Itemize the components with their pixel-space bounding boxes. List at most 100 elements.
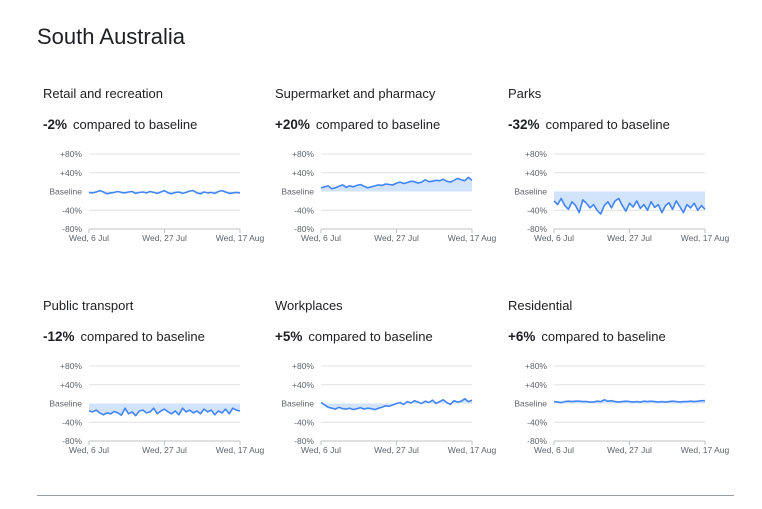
category-panel: Workplaces +5% compared to baseline +80% +40… [269, 298, 501, 488]
data-point [610, 399, 613, 402]
data-point [671, 400, 674, 403]
data-point [614, 199, 617, 202]
data-point [131, 190, 134, 193]
y-tick-label: -40% [62, 205, 82, 215]
data-point [470, 399, 473, 402]
data-point [188, 189, 191, 192]
data-point [152, 407, 155, 410]
page-title: South Australia [37, 24, 185, 49]
data-point [213, 192, 216, 195]
category-panel: Supermarket and pharmacy +20% compared to … [269, 86, 501, 276]
data-point [606, 200, 609, 203]
data-point [199, 192, 202, 195]
data-point [592, 400, 595, 403]
data-point [192, 189, 195, 192]
y-tick-label: -40% [527, 417, 547, 427]
data-point [202, 408, 205, 411]
series-line [88, 189, 241, 195]
data-point [574, 204, 577, 207]
data-point [406, 181, 409, 184]
data-point [391, 183, 394, 186]
change-caption: compared to baseline [541, 329, 666, 344]
x-tick-label: Wed, 17 Aug [448, 233, 497, 243]
data-point [184, 191, 187, 194]
x-tick-label: Wed, 27 Jul [142, 445, 187, 455]
data-point [402, 403, 405, 406]
data-point [373, 184, 376, 187]
y-tick-label: -80% [62, 224, 82, 234]
data-point [170, 192, 173, 195]
data-point [174, 191, 177, 194]
data-point [224, 408, 227, 411]
data-point [614, 400, 617, 403]
data-point [145, 191, 148, 194]
change-summary: -32% compared to baseline [508, 117, 670, 132]
data-point [445, 401, 448, 404]
data-point [682, 400, 685, 403]
y-tick-label: +80% [525, 361, 547, 371]
data-point [355, 184, 358, 187]
series-line [88, 407, 241, 417]
y-tick-label: +40% [292, 380, 314, 390]
data-point [628, 202, 631, 205]
data-point [95, 190, 98, 193]
data-point [646, 400, 649, 403]
x-tick-label: Wed, 27 Jul [374, 445, 419, 455]
data-point [355, 407, 358, 410]
data-point [678, 400, 681, 403]
data-point [657, 203, 660, 206]
data-point [434, 179, 437, 182]
data-point [653, 206, 656, 209]
category-title: Residential [508, 298, 573, 313]
data-point [667, 201, 670, 204]
y-tick-label: Baseline [49, 399, 82, 409]
data-point [352, 185, 355, 188]
data-point [424, 400, 427, 403]
data-point [156, 192, 159, 195]
change-value: +5% [275, 329, 303, 344]
data-point [420, 181, 423, 184]
y-tick-label: -80% [527, 224, 547, 234]
data-point [370, 185, 373, 188]
data-point [220, 411, 223, 414]
data-point [624, 400, 627, 403]
y-tick-label: -40% [294, 417, 314, 427]
data-point [370, 407, 373, 410]
category-panel: Retail and recreation -2% compared to base… [37, 86, 269, 276]
x-tick-label: Wed, 6 Jul [301, 233, 341, 243]
data-point [217, 409, 220, 412]
mobility-chart: +80% +40% Baseline -40% -80%Wed, 6 Jul Wed, 2… [49, 361, 264, 455]
data-point [181, 192, 184, 195]
change-caption: compared to baseline [80, 329, 205, 344]
bottom-divider [37, 495, 734, 496]
data-point [703, 208, 706, 211]
data-point [585, 400, 588, 403]
data-point [384, 404, 387, 407]
data-point [330, 187, 333, 190]
data-point [159, 409, 162, 412]
data-point [667, 400, 670, 403]
data-point [416, 400, 419, 403]
change-summary: +6% compared to baseline [508, 329, 666, 344]
data-point [460, 400, 463, 403]
data-point [671, 208, 674, 211]
data-point [696, 209, 699, 212]
data-point [231, 407, 234, 410]
data-point [327, 184, 330, 187]
x-tick-label: Wed, 6 Jul [534, 233, 574, 243]
data-point [675, 400, 678, 403]
data-point [348, 184, 351, 187]
data-point [456, 400, 459, 403]
data-point [642, 400, 645, 403]
data-point [409, 180, 412, 183]
data-point [700, 204, 703, 207]
data-point [649, 200, 652, 203]
data-point [585, 202, 588, 205]
data-point [210, 191, 213, 194]
data-point [109, 191, 112, 194]
category-title: Workplaces [275, 298, 343, 313]
data-point [127, 190, 130, 193]
y-tick-label: +40% [292, 168, 314, 178]
data-point [141, 190, 144, 193]
data-point [463, 397, 466, 400]
